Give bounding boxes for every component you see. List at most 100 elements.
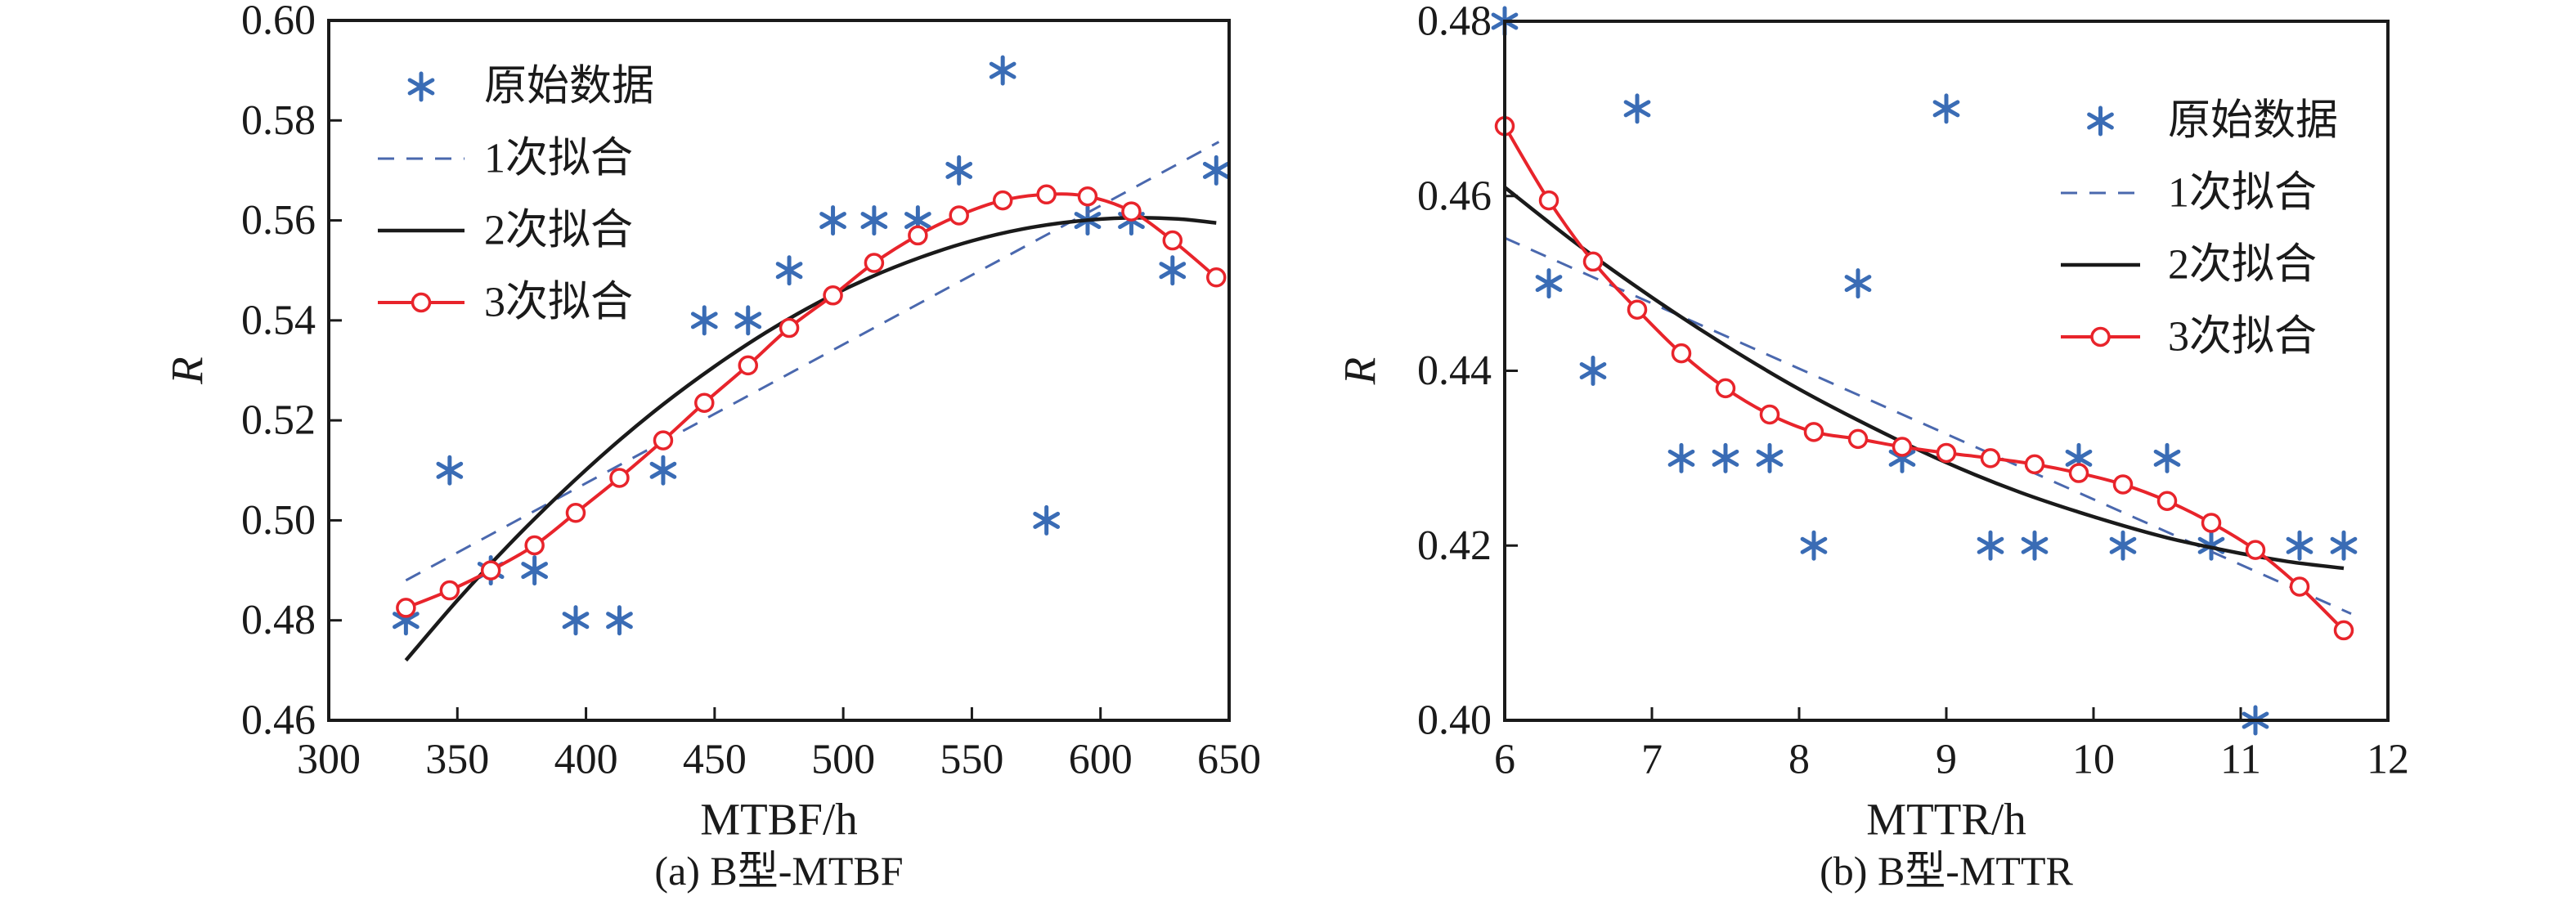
y-tick-label: 0.42 [1417, 522, 1492, 569]
axis-ticks [327, 19, 1231, 722]
asterisk-marker [1159, 255, 1187, 286]
circle-marker [2156, 491, 2178, 511]
circle-marker [908, 225, 928, 246]
circle-marker [738, 355, 759, 376]
legend: 原始数据 1次拟合 2次拟合 3次拟合 [2061, 98, 2338, 361]
circle-marker [992, 190, 1013, 211]
scatter-original-data [393, 55, 1230, 636]
x-tick-label: 7 [1641, 737, 1663, 783]
circle-marker [1892, 437, 1913, 457]
legend-label: 3次拟合 [2168, 314, 2317, 361]
legend-label: 1次拟合 [484, 136, 633, 182]
legend-row: 原始数据 [407, 64, 654, 110]
legend-row: 1次拟合 [2061, 170, 2317, 217]
x-tick-label: 450 [683, 737, 747, 783]
y-tick-label: 0.60 [241, 0, 316, 44]
circle-marker [2289, 576, 2310, 597]
asterisk-marker [945, 155, 973, 186]
circle-marker [2024, 454, 2045, 475]
circle-marker [1847, 428, 1869, 450]
legend-label: 3次拟合 [484, 280, 633, 326]
asterisk-marker [1977, 530, 2004, 561]
circle-marker [1162, 230, 1183, 251]
legend-label: 原始数据 [484, 64, 654, 110]
circle-marker [1077, 186, 1098, 207]
asterisk-marker [606, 605, 633, 636]
chart-b-mttr: 6 7 8 9 10 11 12 0.40 0.42 0.44 0.46 0.48 R MTTR/h(b)… [1335, 0, 2410, 894]
asterisk-marker [2109, 530, 2137, 561]
x-tick-label: 10 [2072, 737, 2115, 783]
y-axis-label: R [1335, 357, 1385, 386]
y-tick-label: 0.56 [241, 197, 316, 244]
circle-marker [949, 205, 969, 226]
x-tick-label: 350 [425, 737, 489, 783]
y-tick-label: 0.58 [241, 97, 316, 144]
x-tick-label: 650 [1197, 737, 1261, 783]
asterisk-marker [1033, 504, 1061, 536]
x-tick-label: 6 [1494, 737, 1515, 783]
circle-marker [2333, 620, 2354, 641]
asterisk-marker [1535, 268, 1563, 299]
asterisk-marker [2153, 442, 2181, 473]
circle-marker [1759, 404, 1780, 425]
legend-asterisk-marker [407, 71, 435, 102]
chart-a-mtbf: 300 350 400 450 500 550 600 650 0.46 0.48 0.50 0.52… [163, 0, 1262, 894]
x-tick-label: 8 [1788, 737, 1810, 783]
asterisk-marker [860, 205, 888, 236]
legend-row: 3次拟合 [2061, 314, 2317, 361]
y-axis-label: R [163, 356, 213, 385]
asterisk-marker [775, 255, 803, 286]
legend-label: 2次拟合 [2168, 242, 2317, 289]
asterisk-marker [2286, 530, 2313, 561]
x-tick-label: 500 [811, 737, 875, 783]
x-tick-label: 11 [2220, 737, 2261, 783]
x-axis-label: MTBF/h [700, 795, 858, 845]
circle-marker [864, 253, 885, 273]
asterisk-marker [1756, 442, 1784, 473]
circle-marker [2245, 540, 2266, 560]
linear-fit-line [1504, 236, 2352, 615]
circle-marker [1671, 343, 1692, 364]
circle-marker [609, 468, 630, 488]
circle-marker [2112, 474, 2134, 495]
x-tick-label: 300 [297, 737, 361, 783]
scatter-original-data [1491, 6, 2358, 736]
asterisk-marker [1712, 442, 1739, 473]
subplot-caption: (b) B型-MTTR [1820, 848, 2073, 894]
legend-asterisk-marker [2087, 105, 2114, 137]
asterisk-marker [690, 305, 718, 336]
y-tick-label: 0.48 [241, 597, 316, 643]
linear-fit-line [405, 141, 1220, 582]
circle-marker [1206, 267, 1227, 288]
y-tick-label: 0.40 [1417, 697, 1492, 744]
asterisk-marker [2330, 530, 2358, 561]
asterisk-marker [734, 305, 762, 336]
cubic-fit-series [396, 184, 1227, 618]
circle-marker [653, 430, 674, 451]
y-tick-label: 0.50 [241, 497, 316, 544]
circle-marker [1121, 201, 1142, 222]
asterisk-marker [649, 455, 677, 486]
cubic-fit-series [1494, 116, 2354, 641]
asterisk-marker [1667, 442, 1695, 473]
y-tick-label: 0.46 [1417, 173, 1492, 219]
circle-marker [823, 285, 843, 306]
legend-circle-marker [411, 292, 432, 313]
x-tick-label: 600 [1069, 737, 1133, 783]
asterisk-marker [1932, 93, 1960, 124]
circle-marker [1538, 190, 1560, 211]
legend-row: 3次拟合 [378, 280, 633, 326]
asterisk-marker [1800, 530, 1828, 561]
x-tick-label: 12 [2367, 737, 2409, 783]
legend-row: 原始数据 [2087, 98, 2338, 145]
quadratic-fit-curve [404, 216, 1217, 662]
circle-marker [2201, 513, 2222, 533]
circle-marker [524, 535, 545, 556]
asterisk-marker [521, 555, 549, 586]
circle-marker [694, 392, 715, 413]
circle-marker [480, 560, 501, 581]
circle-marker [779, 317, 800, 338]
x-tick-label: 400 [554, 737, 618, 783]
circle-marker [439, 580, 460, 601]
